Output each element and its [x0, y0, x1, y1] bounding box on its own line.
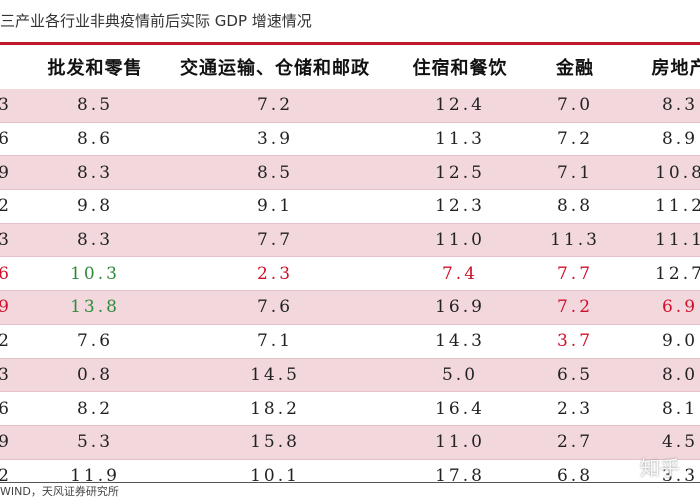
- value-cell: 8.6: [76, 129, 114, 150]
- header-cell-accommodation: 住宿和餐饮: [412, 58, 508, 79]
- value-cell: 6.9: [661, 297, 699, 318]
- value-cell: 7.2: [556, 297, 594, 318]
- table-row: 2 9.8 9.1 12.3 8.8 11.2: [0, 190, 700, 224]
- table-header: 批发和零售 交通运输、仓储和邮政 住宿和餐饮 金融 房地产: [0, 45, 700, 89]
- value-cell: 9.0: [661, 331, 699, 352]
- value-cell: 6.8: [556, 465, 594, 486]
- value-cell: 2.7: [556, 432, 594, 453]
- value-cell: 7.2: [256, 95, 294, 116]
- value-cell: 3.3: [661, 465, 699, 486]
- table-row: 9 8.3 8.5 12.5 7.1 10.8: [0, 156, 700, 191]
- value-cell: 8.5: [76, 95, 114, 116]
- value-cell: 7.6: [76, 331, 114, 352]
- title-rule: [0, 42, 700, 45]
- header-cell-period: [0, 45, 12, 89]
- value-cell: 7.0: [556, 95, 594, 116]
- value-cell: 9.1: [256, 196, 294, 217]
- value-cell: 12.5: [435, 162, 485, 183]
- period-cell: 3: [0, 230, 12, 251]
- value-cell: 7.1: [256, 331, 294, 352]
- value-cell: 5.3: [76, 432, 114, 453]
- value-cell: 17.8: [435, 465, 485, 486]
- watermark: 知乎: [640, 456, 680, 480]
- period-cell: 6: [0, 398, 12, 419]
- value-cell: 15.8: [250, 432, 300, 453]
- value-cell: 5.0: [441, 364, 479, 385]
- value-cell: 11.2: [655, 196, 700, 217]
- value-cell: 2.3: [556, 398, 594, 419]
- value-cell: 18.2: [250, 398, 300, 419]
- value-cell: 7.6: [256, 297, 294, 318]
- table-row: 6 8.2 18.2 16.4 2.3 8.1: [0, 392, 700, 426]
- value-cell: 8.3: [76, 162, 114, 183]
- table-row: 6 8.6 3.9 11.3 7.2 8.9: [0, 123, 700, 157]
- period-cell: 3: [0, 364, 12, 385]
- value-cell: 3.9: [256, 129, 294, 150]
- value-cell: 16.9: [435, 297, 485, 318]
- value-cell: 13.8: [70, 297, 120, 318]
- value-cell: 2.3: [256, 263, 294, 284]
- table-row: 3 8.5 7.2 12.4 7.0 8.3: [0, 89, 700, 123]
- period-cell: 2: [0, 465, 12, 486]
- value-cell: 4.5: [661, 432, 699, 453]
- period-cell: 9: [0, 297, 12, 318]
- table-row: 9 13.8 7.6 16.9 7.2 6.9: [0, 291, 700, 325]
- period-cell: 6: [0, 263, 12, 284]
- table-row: 6 10.3 2.3 7.4 7.7 12.7: [0, 257, 700, 292]
- value-cell: 16.4: [435, 398, 485, 419]
- value-cell: 7.7: [556, 263, 594, 284]
- period-cell: 2: [0, 196, 12, 217]
- value-cell: 11.0: [435, 230, 485, 251]
- table-title: 三产业各行业非典疫情前后实际 GDP 增速情况: [0, 12, 312, 30]
- value-cell: 11.3: [550, 230, 600, 251]
- table-row: 3 8.3 7.7 11.0 11.3 11.1: [0, 223, 700, 258]
- period-cell: 9: [0, 432, 12, 453]
- table-row: 3 0.8 14.5 5.0 6.5 8.0: [0, 358, 700, 393]
- value-cell: 9.8: [76, 196, 114, 217]
- header-cell-real-estate: 房地产: [651, 58, 700, 79]
- value-cell: 11.3: [435, 129, 485, 150]
- value-cell: 14.5: [250, 364, 300, 385]
- value-cell: 8.2: [76, 398, 114, 419]
- value-cell: 8.8: [556, 196, 594, 217]
- value-cell: 7.7: [256, 230, 294, 251]
- value-cell: 11.1: [655, 230, 700, 251]
- value-cell: 10.8: [655, 162, 700, 183]
- value-cell: 10.3: [70, 263, 120, 284]
- value-cell: 8.5: [256, 162, 294, 183]
- period-cell: 6: [0, 129, 12, 150]
- value-cell: 14.3: [435, 331, 485, 352]
- table-body: 3 8.5 7.2 12.4 7.0 8.3 6 8.6 3.9 11.3 7.2 8.9 9 8.3 8.…: [0, 89, 700, 492]
- value-cell: 7.4: [441, 263, 479, 284]
- footer-rule: [0, 482, 700, 483]
- value-cell: 7.2: [556, 129, 594, 150]
- value-cell: 10.1: [250, 465, 300, 486]
- period-cell: 3: [0, 95, 12, 116]
- table-row: 2 11.9 10.1 17.8 6.8 3.3: [0, 460, 700, 493]
- value-cell: 6.5: [556, 364, 594, 385]
- value-cell: 8.0: [661, 364, 699, 385]
- value-cell: 8.9: [661, 129, 699, 150]
- table-row: 2 7.6 7.1 14.3 3.7 9.0: [0, 325, 700, 359]
- value-cell: 8.3: [661, 95, 699, 116]
- value-cell: 8.1: [661, 398, 699, 419]
- table-row: 9 5.3 15.8 11.0 2.7 4.5: [0, 425, 700, 460]
- period-cell: 2: [0, 331, 12, 352]
- value-cell: 7.1: [556, 162, 594, 183]
- header-cell-transport: 交通运输、仓储和邮政: [180, 58, 370, 79]
- value-cell: 0.8: [76, 364, 114, 385]
- value-cell: 12.4: [435, 95, 485, 116]
- value-cell: 11.9: [70, 465, 120, 486]
- value-cell: 8.3: [76, 230, 114, 251]
- period-cell: 9: [0, 162, 12, 183]
- value-cell: 12.7: [655, 263, 700, 284]
- value-cell: 12.3: [435, 196, 485, 217]
- value-cell: 11.0: [435, 432, 485, 453]
- header-cell-wholesale-retail: 批发和零售: [47, 58, 143, 79]
- source-note: WIND，天风证券研究所: [0, 485, 119, 498]
- value-cell: 3.7: [556, 331, 594, 352]
- header-cell-finance: 金融: [556, 58, 594, 79]
